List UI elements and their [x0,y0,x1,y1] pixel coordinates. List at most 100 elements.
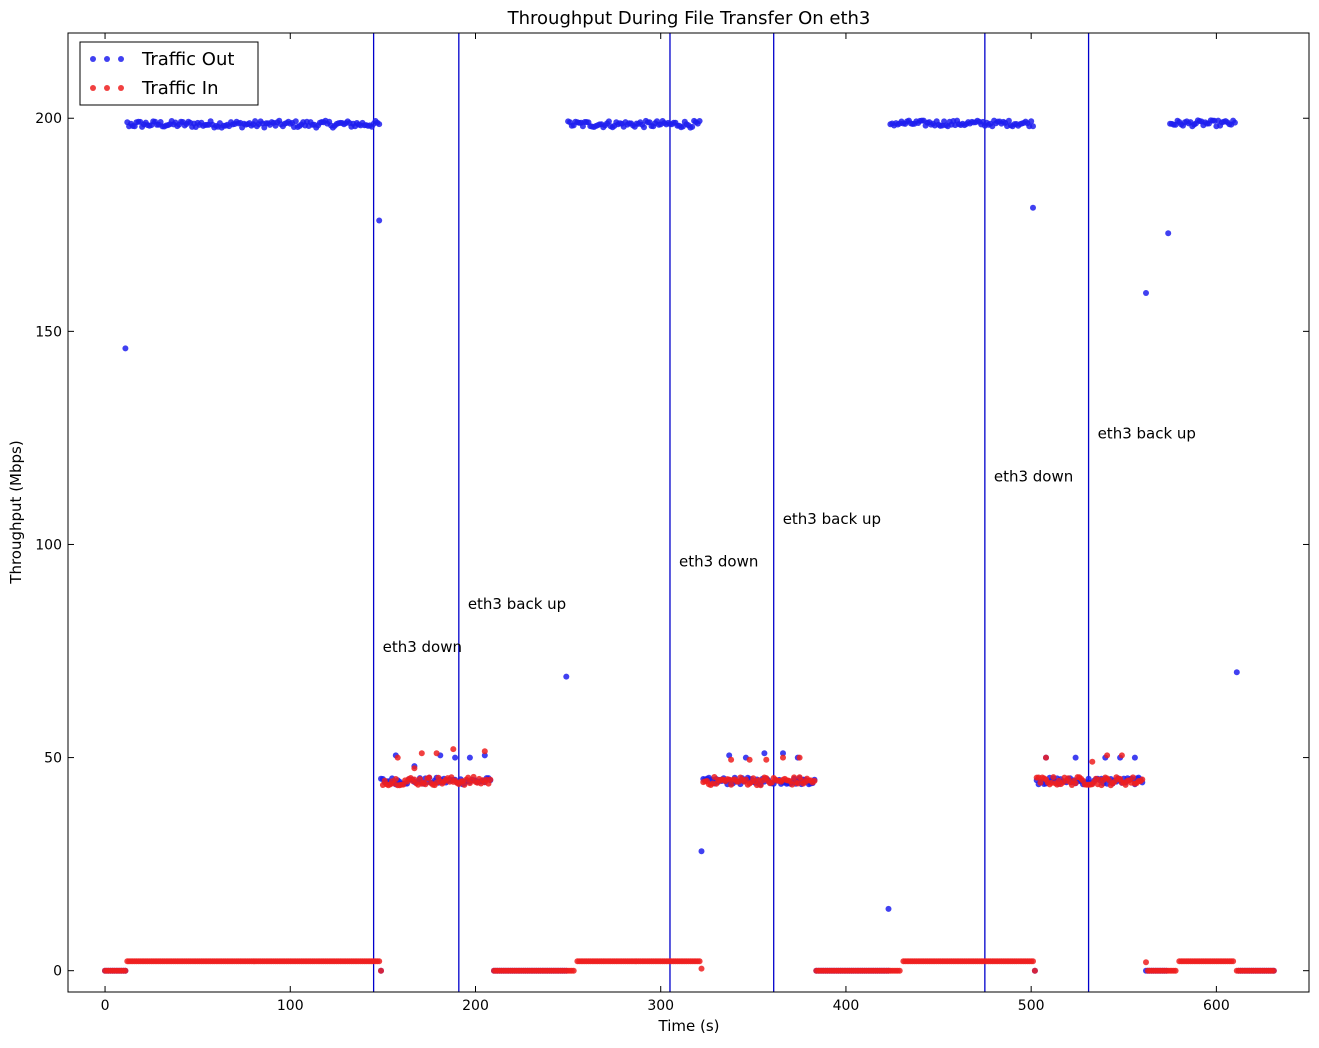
y-tick-label: 100 [35,537,62,553]
x-tick-label: 100 [277,998,304,1014]
traffic-out-point [563,673,570,680]
legend-marker [104,85,110,91]
traffic-in-point [481,748,488,755]
traffic-out-point [122,345,129,352]
traffic-in-point [416,776,423,782]
x-tick-label: 600 [1203,998,1230,1014]
legend-marker [104,56,110,62]
traffic-out-point [1028,118,1035,125]
traffic-in-point [1230,958,1237,965]
y-tick-label: 200 [35,111,62,127]
traffic-in-point [698,965,705,972]
traffic-in-point [1072,780,1079,787]
chart-title: Throughput During File Transfer On eth3 [507,8,871,29]
legend: Traffic Out Traffic In [79,41,259,106]
traffic-out-point [1030,123,1036,130]
traffic-in-point [411,765,418,772]
axis-ticks: 0 100 200 300 400 500 600 0 50 100 150 200 [35,33,1309,1014]
traffic-in-point [1143,959,1149,966]
traffic-in-point [461,781,468,788]
traffic-in-point [422,781,429,788]
legend-marker [118,56,124,62]
legend-label: Traffic Out [141,49,234,70]
event-annotation: eth3 down [679,553,758,571]
y-tick-label: 50 [44,751,62,767]
x-tick-label: 0 [101,998,110,1014]
traffic-in-point [570,967,577,974]
traffic-in-point [896,967,903,974]
traffic-in-point [791,774,798,781]
traffic-in-point [122,967,129,974]
traffic-in-point [1139,776,1146,783]
event-annotation: eth3 back up [1098,425,1196,443]
traffic-in-point [1270,967,1277,974]
x-tick-label: 400 [833,998,860,1014]
event-lines [372,33,1090,992]
plot-frame [67,32,1310,993]
traffic-in-point [378,967,384,974]
y-axis-label: Throughput (Mbps) [7,440,25,584]
traffic-in-point [1089,758,1096,765]
traffic-out-point [698,848,705,855]
x-axis-label: Time (s) [658,1017,720,1035]
traffic-in-point [1098,782,1105,789]
traffic-in-point [450,746,457,753]
traffic-in-point [742,776,749,783]
traffic-out-point [452,754,459,761]
traffic-out-point [761,750,768,757]
traffic-in-point [1050,774,1057,781]
x-tick-label: 300 [647,998,674,1014]
traffic-out-point [1131,754,1138,761]
traffic-in-point [1037,779,1044,786]
traffic-out-point [292,118,299,125]
traffic-in-point [757,782,764,789]
traffic-out-point [689,123,696,130]
traffic-in-point [1172,967,1179,974]
traffic-out-point [1233,669,1240,676]
traffic-in-point [811,777,818,784]
traffic-in-point [392,776,399,782]
y-tick-label: 0 [53,964,62,980]
traffic-out-point [481,752,488,759]
event-annotation: eth3 down [383,638,462,656]
traffic-in-point [1104,752,1111,759]
legend-marker [90,56,96,62]
traffic-out-point [1030,204,1036,211]
traffic-in-point [394,754,401,761]
traffic-in-point [487,776,494,783]
traffic-in-point [433,750,440,757]
event-annotation: eth3 back up [468,595,566,613]
traffic-out-point [1165,230,1172,237]
traffic-in-point [418,750,425,757]
traffic-in-point [1031,967,1038,974]
y-tick-label: 150 [35,324,62,340]
traffic-in-point [1130,774,1136,781]
traffic-out-point [1231,119,1238,126]
x-tick-label: 500 [1018,998,1045,1014]
legend-box [79,41,259,106]
traffic-out-point [885,905,892,912]
traffic-out-point [641,124,647,131]
traffic-in-point [376,958,383,965]
traffic-in-point [763,756,770,763]
traffic-in-point [728,756,735,763]
traffic-in-point [1043,754,1049,761]
traffic-out-point [1143,290,1149,296]
legend-marker [118,85,124,91]
legend-label: Traffic In [141,78,219,99]
legend-marker [90,85,96,91]
traffic-in-point [1030,958,1036,965]
traffic-out-point [605,118,612,125]
event-annotations: eth3 down eth3 back up eth3 down eth3 back … [383,425,1196,656]
event-annotation: eth3 back up [783,510,881,528]
traffic-out-point [376,217,383,224]
traffic-in-point [728,781,735,788]
traffic-out-point [466,754,473,761]
traffic-out-point [1005,117,1012,124]
traffic-in-point [426,774,433,781]
traffic-in-point [796,754,803,761]
traffic-out-point [696,118,703,124]
traffic-in-point [470,773,477,780]
